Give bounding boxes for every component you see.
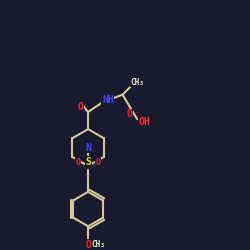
Text: O: O <box>127 109 133 119</box>
Text: OH: OH <box>139 117 150 127</box>
Text: NH: NH <box>102 94 114 104</box>
Text: O: O <box>76 158 81 167</box>
Text: CH₃: CH₃ <box>130 78 144 87</box>
Text: O: O <box>78 102 84 112</box>
Text: N: N <box>85 142 91 152</box>
Text: S: S <box>85 157 91 167</box>
Text: O: O <box>85 240 91 250</box>
Text: O: O <box>96 158 100 167</box>
Text: CH₃: CH₃ <box>91 240 105 249</box>
